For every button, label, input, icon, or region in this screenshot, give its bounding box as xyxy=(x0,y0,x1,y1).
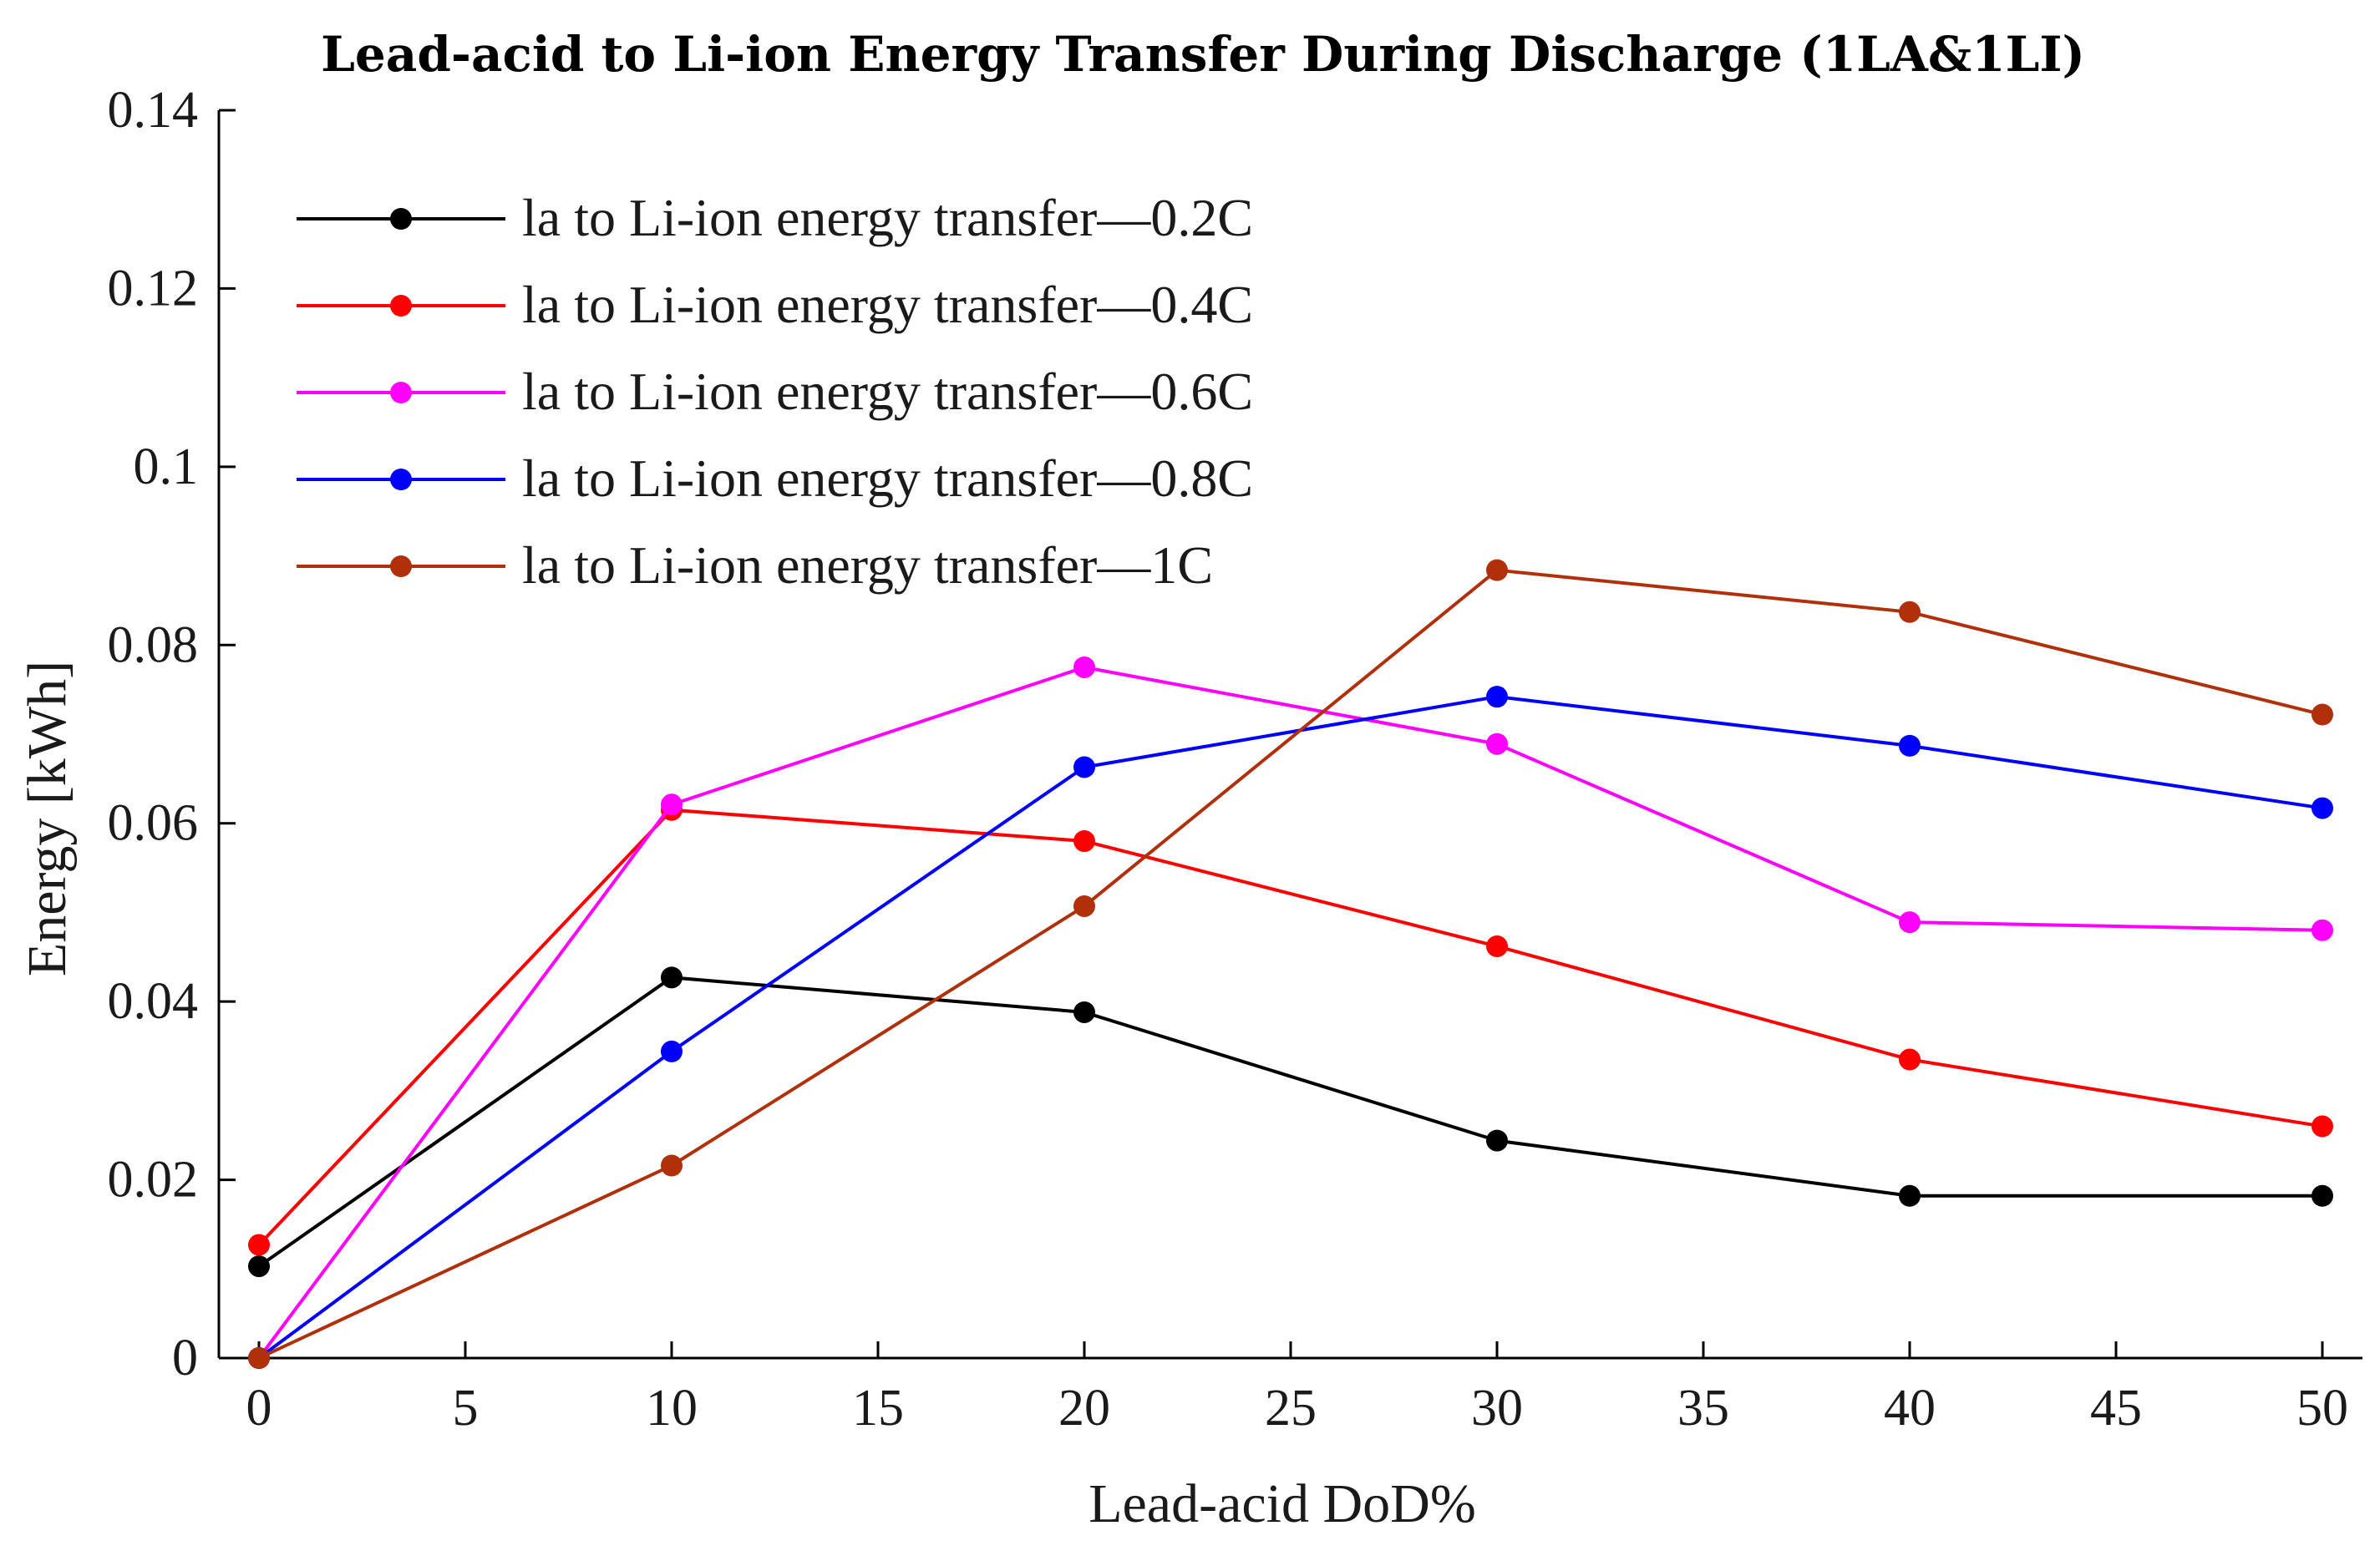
x-tick-label: 40 xyxy=(1884,1380,1936,1437)
x-tick-label: 30 xyxy=(1471,1380,1523,1437)
data-point xyxy=(1486,935,1508,957)
legend-item: la to Li-ion energy transfer—1C xyxy=(297,535,1213,595)
legend-label: la to Li-ion energy transfer—0.8C xyxy=(522,449,1253,508)
legend-marker xyxy=(390,469,412,490)
legend-marker xyxy=(390,555,412,577)
data-point xyxy=(2311,1115,2333,1138)
legend-marker xyxy=(390,382,412,403)
legend-label: la to Li-ion energy transfer—1C xyxy=(522,535,1213,595)
x-tick-label: 5 xyxy=(453,1380,479,1437)
data-point xyxy=(1899,601,1921,623)
data-point xyxy=(1899,734,1921,757)
x-ticks: 0 5 10 15 20 25 30 35 40 45 50 xyxy=(246,1341,2348,1437)
legend-marker xyxy=(390,295,412,317)
series-line xyxy=(257,695,2323,1360)
y-tick-label: 0 xyxy=(172,1330,198,1386)
x-tick-label: 50 xyxy=(2296,1380,2348,1437)
series-2 xyxy=(248,798,2333,1256)
x-tick-label: 0 xyxy=(246,1380,272,1437)
data-point xyxy=(1073,656,1095,678)
x-axis-label: Lead-acid DoD% xyxy=(1089,1473,1476,1534)
y-ticks: 0 0.02 0.04 0.06 0.08 0.1 0.12 0.14 xyxy=(108,82,236,1386)
series-line xyxy=(258,568,2323,1360)
data-point xyxy=(1073,830,1095,853)
y-tick-label: 0.04 xyxy=(108,973,199,1030)
data-point xyxy=(1073,895,1095,917)
data-point xyxy=(661,1154,683,1177)
legend-label: la to Li-ion energy transfer—0.2C xyxy=(522,188,1253,247)
data-point xyxy=(2311,919,2333,941)
data-point xyxy=(248,1255,270,1278)
data-point xyxy=(1899,911,1921,934)
data-point xyxy=(1073,756,1095,778)
legend-item: la to Li-ion energy transfer—0.2C xyxy=(297,188,1253,247)
legend-item: la to Li-ion energy transfer—0.8C xyxy=(297,449,1253,508)
data-point xyxy=(1486,559,1508,581)
data-point xyxy=(1486,1129,1508,1152)
y-tick-label: 0.08 xyxy=(108,616,199,673)
series-line xyxy=(257,808,2323,1246)
data-point xyxy=(2311,1184,2333,1207)
legend-label: la to Li-ion energy transfer—0.4C xyxy=(522,275,1253,334)
series-1 xyxy=(248,966,2333,1278)
data-point xyxy=(1899,1184,1921,1207)
x-tick-label: 20 xyxy=(1058,1380,1110,1437)
data-point xyxy=(1486,686,1508,708)
legend: la to Li-ion energy transfer—0.2C la to L… xyxy=(297,188,1253,595)
series-4 xyxy=(248,686,2333,1369)
data-point xyxy=(661,793,683,816)
legend-item: la to Li-ion energy transfer—0.6C xyxy=(297,362,1253,421)
chart-title: Lead-acid to Li-ion Energy Transfer Duri… xyxy=(321,26,2085,83)
x-tick-label: 15 xyxy=(852,1380,904,1437)
y-axis-label: Energy [kWh] xyxy=(17,661,78,976)
x-tick-label: 25 xyxy=(1265,1380,1317,1437)
y-tick-label: 0.14 xyxy=(108,82,199,139)
data-point xyxy=(248,1347,270,1369)
data-point xyxy=(661,1040,683,1062)
series-5 xyxy=(248,559,2333,1369)
y-tick-label: 0.02 xyxy=(108,1152,199,1209)
series-line xyxy=(257,976,2322,1268)
data-point xyxy=(1073,1001,1095,1023)
legend-marker xyxy=(390,208,412,230)
series-line xyxy=(257,665,2323,1360)
legend-item: la to Li-ion energy transfer—0.4C xyxy=(297,275,1253,334)
series-group xyxy=(248,559,2333,1369)
y-tick-label: 0.12 xyxy=(108,260,199,317)
y-tick-label: 0.06 xyxy=(108,795,199,852)
x-tick-label: 10 xyxy=(646,1380,698,1437)
data-point xyxy=(2311,797,2333,819)
data-point xyxy=(248,1234,270,1256)
data-point xyxy=(1486,732,1508,755)
y-tick-label: 0.1 xyxy=(134,438,199,495)
legend-label: la to Li-ion energy transfer—0.6C xyxy=(522,362,1253,421)
data-point xyxy=(661,966,683,989)
x-tick-label: 45 xyxy=(2090,1380,2142,1437)
x-tick-label: 35 xyxy=(1677,1380,1729,1437)
data-point xyxy=(1899,1048,1921,1071)
data-point xyxy=(2311,703,2333,726)
